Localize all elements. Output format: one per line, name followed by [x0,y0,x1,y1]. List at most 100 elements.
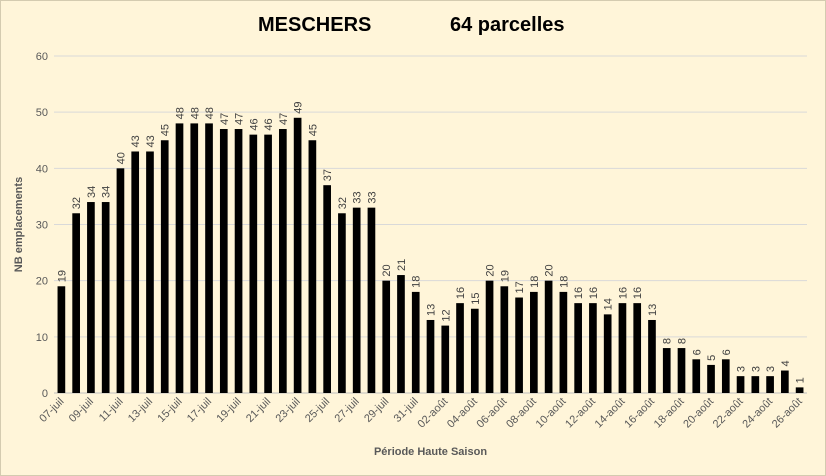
bar [544,280,553,393]
bar [382,280,391,393]
x-tick-label: 04-août [445,396,480,431]
bar [234,129,243,393]
x-tick-label: 20-août [681,396,716,431]
data-label: 37 [322,169,334,181]
bar [500,286,509,393]
data-label: 18 [411,276,423,288]
data-label: 46 [263,118,275,130]
bar [677,348,686,393]
x-tick-label: 02-août [416,396,451,431]
y-axis-ticks: 0 10 20 30 40 50 60 [36,51,48,400]
bar [515,297,523,393]
data-label: 47 [219,113,231,125]
x-tick-label: 21-juil [244,396,273,425]
x-tick-label: 18-août [652,396,687,431]
data-label: 48 [175,107,187,119]
x-tick-label: 06-août [475,396,510,431]
x-tick-label: 24-août [740,396,775,431]
data-label: 48 [204,107,216,119]
bar [692,359,701,393]
x-tick-label: 23-juil [273,396,302,425]
data-label: 1 [795,377,807,383]
data-label: 40 [115,152,127,164]
y-tick-label: 10 [36,332,48,344]
data-label: 18 [558,276,570,288]
data-label: 17 [514,281,526,293]
y-tick-label: 60 [36,51,48,63]
data-label: 12 [440,309,452,321]
bar [736,376,745,393]
x-tick-label: 08-août [504,396,539,431]
bar [781,370,789,393]
data-label: 19 [499,270,511,282]
chart-title: MESCHERS [258,14,372,36]
bar [751,376,760,393]
data-label: 47 [234,113,246,125]
data-label: 16 [632,287,644,299]
bar [662,348,671,393]
bar [633,303,642,393]
data-label: 46 [248,118,260,130]
data-label: 19 [56,270,68,282]
y-tick-label: 40 [36,163,48,175]
data-label: 18 [529,276,541,288]
bar [648,319,656,393]
x-tick-label: 07-juil [37,396,66,425]
bar [603,314,612,393]
bar [219,129,228,393]
bar [160,140,169,393]
y-tick-label: 20 [36,276,48,288]
bar [485,280,494,393]
data-label: 13 [647,304,659,316]
bar [146,151,154,393]
data-label: 16 [617,287,629,299]
x-tick-label: 17-juil [185,396,214,425]
data-label: 21 [396,259,408,271]
bar [530,291,538,393]
data-label: 13 [426,304,438,316]
data-label: 33 [352,191,364,203]
x-tick-label: 29-juil [362,396,391,425]
x-tick-label: 10-août [534,396,569,431]
data-label: 49 [293,102,305,114]
x-tick-label: 13-juil [126,396,155,425]
bar [308,140,317,393]
data-label: 45 [307,124,319,136]
y-tick-label: 50 [36,107,48,119]
bar [441,325,450,393]
data-label: 16 [573,287,585,299]
bar [279,129,287,393]
data-label: 34 [86,186,98,198]
bar [175,123,184,394]
bar [323,185,331,393]
bar [426,319,435,393]
data-label: 8 [662,338,674,344]
y-tick-label: 30 [36,220,48,232]
y-axis-title: NB emplacements [13,177,25,272]
bar [795,387,804,393]
data-label: 34 [101,186,113,198]
data-label: 20 [544,264,556,276]
bar [352,207,361,393]
data-label: 14 [603,298,615,310]
x-tick-label: 16-août [622,396,657,431]
bar [131,151,140,393]
x-tick-label: 09-juil [67,396,96,425]
bar [293,117,302,394]
bar [116,168,125,393]
x-tick-label: 27-juil [333,396,362,425]
data-label: 45 [160,124,172,136]
chart-subtitle: 64 parcelles [450,14,565,36]
bars [57,117,804,394]
x-axis-ticks: 07-juil 09-juil 11-juil 13-juil 15-juil 17-ju… [37,396,804,431]
data-label: 8 [677,338,689,344]
data-label: 6 [721,349,733,355]
x-tick-label: 19-juil [214,396,243,425]
bar [264,134,272,393]
data-label: 5 [706,355,718,361]
data-label: 20 [485,264,497,276]
data-label: 6 [691,349,703,355]
x-tick-label: 11-juil [97,396,126,425]
x-tick-label: 25-juil [303,396,332,425]
